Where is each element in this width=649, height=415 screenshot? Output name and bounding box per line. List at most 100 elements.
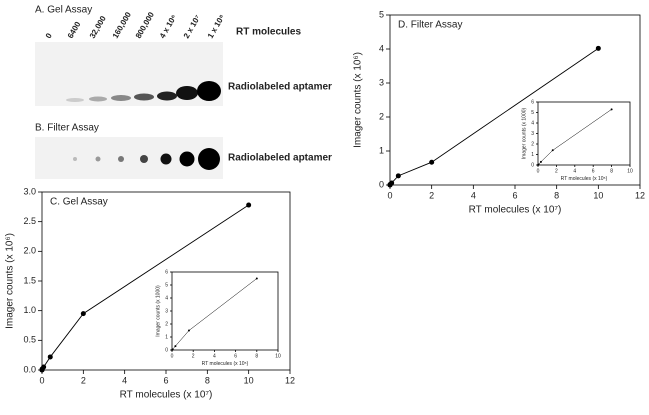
data-line (389, 47, 599, 186)
y-tick-label: 1 (165, 334, 168, 340)
data-point (174, 345, 177, 348)
filter-dots (73, 148, 220, 170)
data-point (187, 329, 190, 332)
x-tick-label: 4 (573, 168, 576, 174)
x-tick-label: 4 (122, 376, 127, 386)
x-tick-label: 12 (285, 376, 295, 386)
chart-title: D. Filter Assay (398, 20, 462, 31)
data-point (171, 348, 174, 351)
data-point (255, 277, 258, 280)
data-line (537, 109, 612, 166)
gel-title: A. Gel Assay (35, 5, 92, 16)
x-tick-label: 6 (592, 168, 595, 174)
lane-label: 800,000 (134, 10, 157, 40)
data-point (551, 149, 554, 152)
x-tick-label: 10 (627, 168, 633, 174)
x-tick-label: 0 (39, 376, 44, 386)
y-tick-label: 3 (379, 77, 384, 87)
x-tick-label: 8 (205, 376, 210, 386)
x-tick-label: 12 (635, 191, 645, 201)
band-label: Radiolabeled aptamer (228, 153, 332, 164)
data-point (47, 354, 53, 360)
x-axis-label: RT molecules (x 10⁵) (202, 361, 249, 367)
y-tick-label: 5 (531, 110, 534, 116)
y-tick-label: 0 (165, 347, 168, 353)
y-tick-label: 5 (379, 9, 384, 19)
y-tick-label: 2.5 (23, 216, 36, 226)
y-tick-label: 0 (531, 162, 534, 168)
data-point (429, 159, 435, 165)
gel-title: B. Filter Assay (35, 123, 99, 134)
x-tick-label: 2 (192, 353, 195, 359)
y-tick-label: 0.0 (23, 364, 36, 374)
y-axis-label: Imager counts (x 10⁶) (5, 233, 16, 329)
x-tick-label: 0 (387, 191, 392, 201)
y-tick-label: 2 (379, 111, 384, 121)
y-tick-label: 6 (165, 269, 168, 275)
y-tick-label: 2 (165, 321, 168, 327)
y-tick-label: 1.0 (23, 305, 36, 315)
x-tick-label: 8 (610, 168, 613, 174)
x-axis-label: RT molecules (x 10⁷) (469, 204, 562, 215)
x-tick-label: 2 (555, 168, 558, 174)
x-tick-label: 8 (255, 353, 258, 359)
data-point (389, 180, 395, 186)
filter-image (35, 137, 223, 179)
y-tick-label: 0 (379, 179, 384, 189)
y-tick-label: 3 (531, 131, 534, 137)
y-tick-label: 4 (531, 120, 534, 126)
x-tick-label: 0 (171, 353, 174, 359)
y-tick-label: 3 (165, 308, 168, 314)
chart-title: C. Gel Assay (50, 197, 108, 208)
x-tick-label: 6 (512, 191, 517, 201)
data-line (171, 278, 257, 351)
data-point (595, 45, 601, 51)
x-tick-label: 4 (213, 353, 216, 359)
x-tick-label: 6 (234, 353, 237, 359)
y-tick-label: 3.0 (23, 186, 36, 196)
x-tick-label: 10 (275, 353, 281, 359)
data-point (246, 202, 252, 208)
lane-label: 160,000 (111, 10, 134, 40)
plot-frame (389, 14, 641, 186)
data-point (395, 173, 401, 179)
x-tick-label: 8 (554, 191, 559, 201)
lane-label: 1 x 10⁸ (206, 13, 227, 40)
y-tick-label: 2 (531, 141, 534, 147)
x-tick-label: 6 (163, 376, 168, 386)
x-tick-label: 0 (537, 168, 540, 174)
y-tick-label: 1 (531, 152, 534, 158)
lane-label: 4 x 10⁶ (158, 13, 179, 40)
y-axis-label: Imager counts (x 1000) (155, 285, 161, 337)
y-tick-label: 1.5 (23, 275, 36, 285)
y-tick-label: 0.5 (23, 335, 36, 345)
plot-frame (41, 191, 291, 371)
y-axis-label: Imager counts (x 1000) (521, 107, 527, 159)
data-point (41, 364, 47, 370)
data-point (80, 311, 86, 317)
y-tick-label: 5 (165, 282, 168, 288)
y-tick-label: 4 (379, 43, 384, 53)
band-label: Radiolabeled aptamer (228, 82, 332, 93)
plot-frame (537, 101, 631, 166)
data-line (41, 204, 249, 371)
x-tick-label: 10 (593, 191, 603, 201)
data-point (537, 163, 540, 166)
data-point (610, 108, 613, 111)
x-tick-label: 2 (429, 191, 434, 201)
lane-label: 2 x 10⁷ (182, 13, 203, 40)
lane-label: 0 (44, 31, 54, 40)
x-tick-label: 10 (244, 376, 254, 386)
lanes-label: RT molecules (236, 27, 301, 38)
lane-label: 6400 (66, 20, 83, 40)
plot-frame (171, 271, 279, 351)
y-tick-label: 6 (531, 99, 534, 105)
y-tick-label: 1 (379, 145, 384, 155)
y-tick-label: 2.0 (23, 246, 36, 256)
gel-bands (66, 81, 221, 102)
x-tick-label: 2 (81, 376, 86, 386)
x-axis-label: RT molecules (x 10⁷) (120, 389, 213, 400)
x-axis-label: RT molecules (x 10⁵) (561, 176, 608, 182)
x-tick-label: 4 (471, 191, 476, 201)
